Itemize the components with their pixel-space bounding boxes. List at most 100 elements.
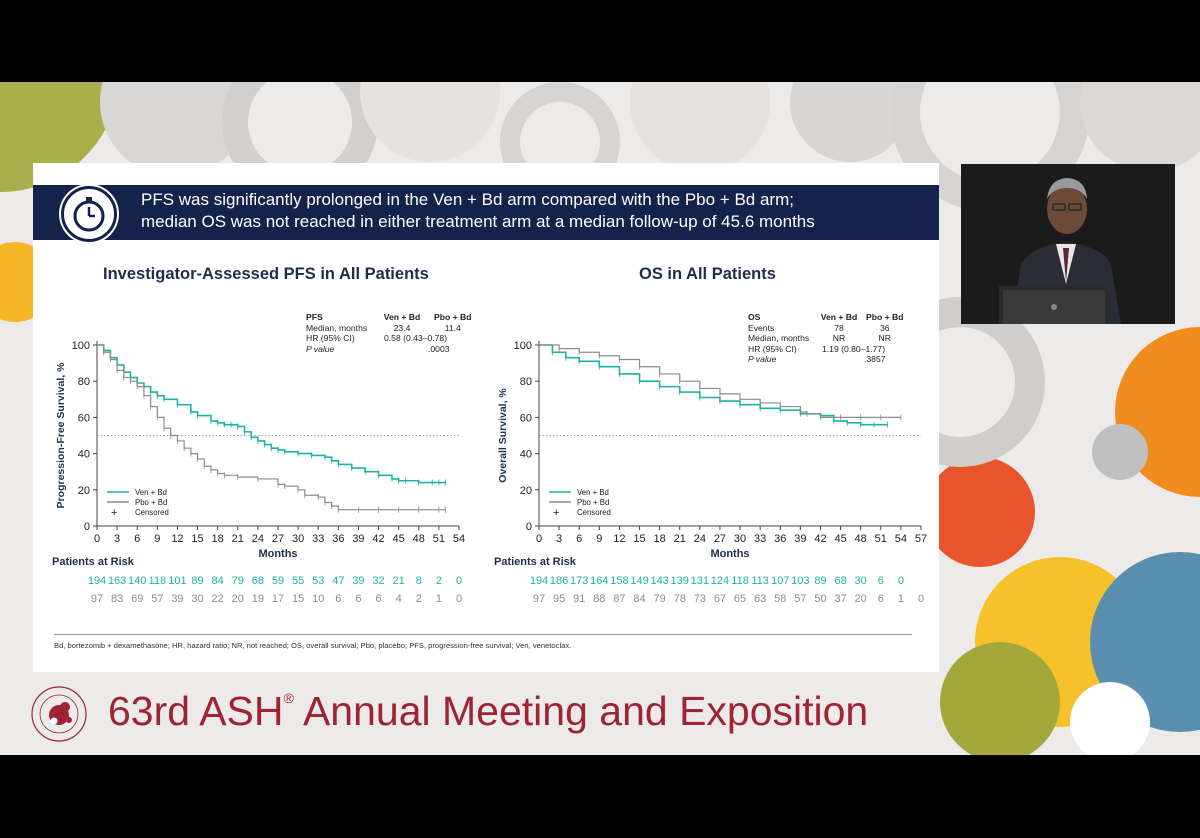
- headline-text: PFS was significantly prolonged in the V…: [141, 189, 931, 233]
- risk-count: 0: [897, 575, 904, 587]
- risk-count: 158: [610, 575, 629, 587]
- risk-count: 30: [854, 575, 867, 587]
- risk-count: 107: [771, 575, 790, 587]
- x-tick-label: 36: [774, 533, 786, 545]
- risk-count: 0: [455, 575, 463, 587]
- ven-bd-curve: [97, 344, 446, 484]
- legend-label: Censored: [577, 508, 611, 517]
- y-tick-label: 20: [520, 485, 532, 497]
- stats-value: NR: [878, 333, 891, 343]
- risk-count: 6: [355, 593, 362, 605]
- x-tick-label: 51: [875, 533, 887, 545]
- y-tick-label: 40: [520, 449, 532, 461]
- risk-count: 84: [211, 575, 224, 587]
- stats-value: 23.4: [393, 322, 411, 333]
- stats-label: P value: [748, 354, 777, 364]
- stats-label: HR (95% CI): [748, 343, 797, 354]
- risk-count: 131: [690, 575, 710, 587]
- risk-count: 149: [630, 575, 649, 587]
- pfs-stats-table: PFS Ven + Bd Pbo + Bd Median, months 23.…: [306, 312, 475, 354]
- risk-count: 113: [751, 575, 769, 587]
- risk-count: 83: [110, 593, 124, 605]
- legend-label: Pbo + Bd: [135, 498, 167, 507]
- x-tick-label: 0: [94, 533, 100, 545]
- risk-count: 6: [335, 593, 342, 605]
- stats-header: OS: [748, 312, 761, 322]
- y-tick-label: 60: [520, 412, 532, 424]
- y-tick-label: 40: [78, 449, 90, 461]
- stats-value: .3857: [864, 354, 886, 364]
- risk-count: 50: [814, 593, 827, 605]
- x-tick-label: 54: [895, 533, 907, 545]
- risk-count: 6: [877, 575, 884, 587]
- risk-count: 173: [570, 575, 589, 587]
- x-tick-label: 42: [814, 533, 826, 545]
- stopwatch-icon: [61, 186, 117, 242]
- risk-count: 67: [713, 593, 727, 605]
- x-tick-label: 39: [352, 533, 364, 545]
- risk-count: 0: [455, 593, 463, 605]
- footnote: Bd, bortezomib + dexamethasone; HR, haza…: [54, 641, 572, 650]
- legend-censor-symbol: +: [111, 507, 117, 519]
- stats-header: Pbo + Bd: [434, 312, 472, 322]
- x-tick-label: 27: [714, 533, 726, 545]
- y-tick-label: 100: [72, 340, 90, 352]
- risk-count: 186: [549, 575, 569, 587]
- risk-count: 164: [590, 575, 609, 587]
- stats-label: Median, months: [748, 333, 810, 343]
- risk-count: 194: [87, 575, 107, 587]
- pbo-bd-curve: [97, 344, 446, 511]
- meeting-title-main: 63rd ASH: [108, 688, 284, 734]
- stats-value: 11.4: [444, 322, 461, 333]
- risk-count: 95: [552, 593, 566, 605]
- x-tick-label: 15: [191, 533, 203, 545]
- x-tick-label: 24: [252, 533, 264, 545]
- y-tick-label: 0: [526, 521, 532, 533]
- stats-label: HR (95% CI): [306, 333, 355, 343]
- registered-mark: ®: [283, 690, 294, 706]
- risk-count: 69: [131, 593, 144, 605]
- legend-label: Ven + Bd: [135, 488, 167, 497]
- risk-count: 65: [733, 593, 747, 605]
- x-tick-label: 9: [596, 533, 602, 545]
- x-tick-label: 33: [754, 533, 766, 545]
- y-tick-label: 100: [514, 340, 532, 352]
- stats-label: Events: [748, 322, 775, 333]
- risk-count: 20: [231, 593, 244, 605]
- risk-count: 89: [191, 575, 204, 587]
- stats-label: Median, months: [306, 322, 368, 333]
- x-tick-label: 42: [372, 533, 384, 545]
- legend-label: Censored: [135, 508, 169, 517]
- x-tick-label: 21: [674, 533, 686, 545]
- risk-count: 22: [211, 593, 224, 605]
- risk-count: 118: [731, 575, 749, 587]
- risk-count: 4: [395, 593, 402, 605]
- pfs-chart-title: Investigator-Assessed PFS in All Patient…: [103, 265, 429, 283]
- x-tick-label: 57: [915, 533, 927, 545]
- risk-count: 87: [613, 593, 626, 605]
- stats-value: NR: [832, 333, 846, 343]
- risk-count: 163: [107, 575, 127, 587]
- stats-header: Pbo + Bd: [866, 312, 904, 322]
- risk-count: 39: [352, 575, 365, 587]
- x-tick-label: 24: [694, 533, 706, 545]
- x-tick-label: 36: [332, 533, 344, 545]
- legend-label: Pbo + Bd: [577, 498, 609, 507]
- y-tick-label: 80: [520, 376, 532, 388]
- x-tick-label: 18: [654, 533, 666, 545]
- x-axis-label: Months: [258, 548, 297, 560]
- x-tick-label: 18: [212, 533, 224, 545]
- stats-value: 0.58 (0.43–0.78): [384, 333, 448, 343]
- risk-count: 2: [435, 575, 442, 587]
- stats-value: .0003: [428, 343, 450, 354]
- risk-count: 140: [128, 575, 147, 587]
- x-tick-label: 30: [734, 533, 746, 545]
- risk-count: 57: [794, 593, 807, 605]
- risk-count: 79: [231, 575, 244, 587]
- risk-count: 139: [670, 575, 689, 587]
- risk-count: 73: [693, 593, 706, 605]
- risk-count: 78: [673, 593, 686, 605]
- os-stats-table: OS Ven + Bd Pbo + Bd Events 78 36 Median…: [748, 312, 907, 365]
- risk-count: 68: [834, 575, 847, 587]
